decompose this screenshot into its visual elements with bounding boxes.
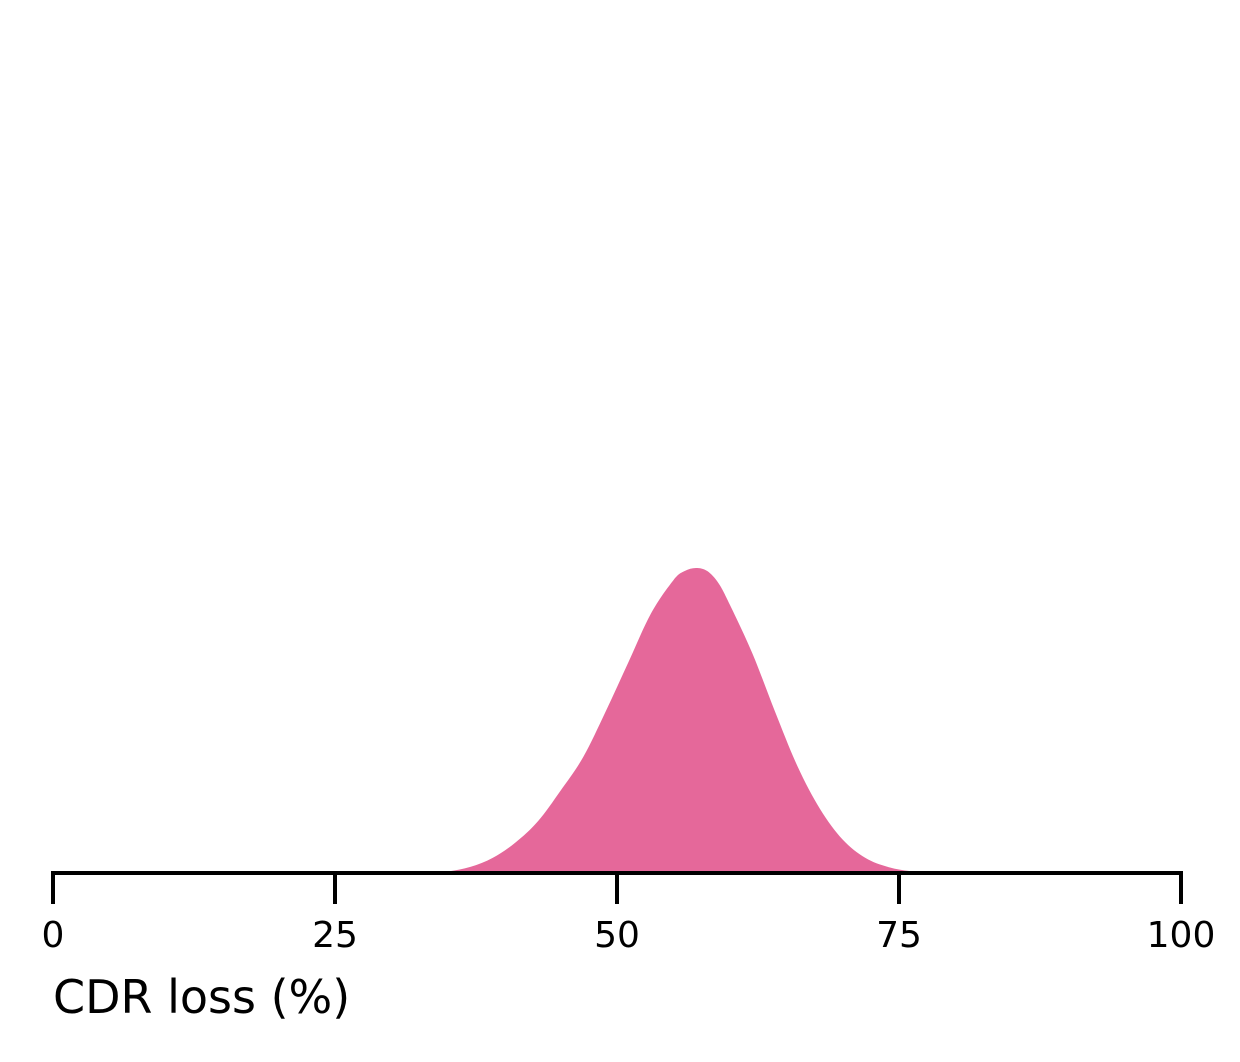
x-tick-label-25: 25 <box>312 915 358 956</box>
x-tick-label-50: 50 <box>594 915 640 956</box>
x-axis: 0 25 50 75 100 <box>42 871 1216 956</box>
x-axis-title: CDR loss (%) <box>53 970 350 1024</box>
x-tick-label-100: 100 <box>1147 915 1216 956</box>
plot-area <box>425 568 978 873</box>
x-tick-label-0: 0 <box>42 915 65 956</box>
x-tick-label-75: 75 <box>876 915 922 956</box>
density-area-series-0 <box>425 568 978 873</box>
